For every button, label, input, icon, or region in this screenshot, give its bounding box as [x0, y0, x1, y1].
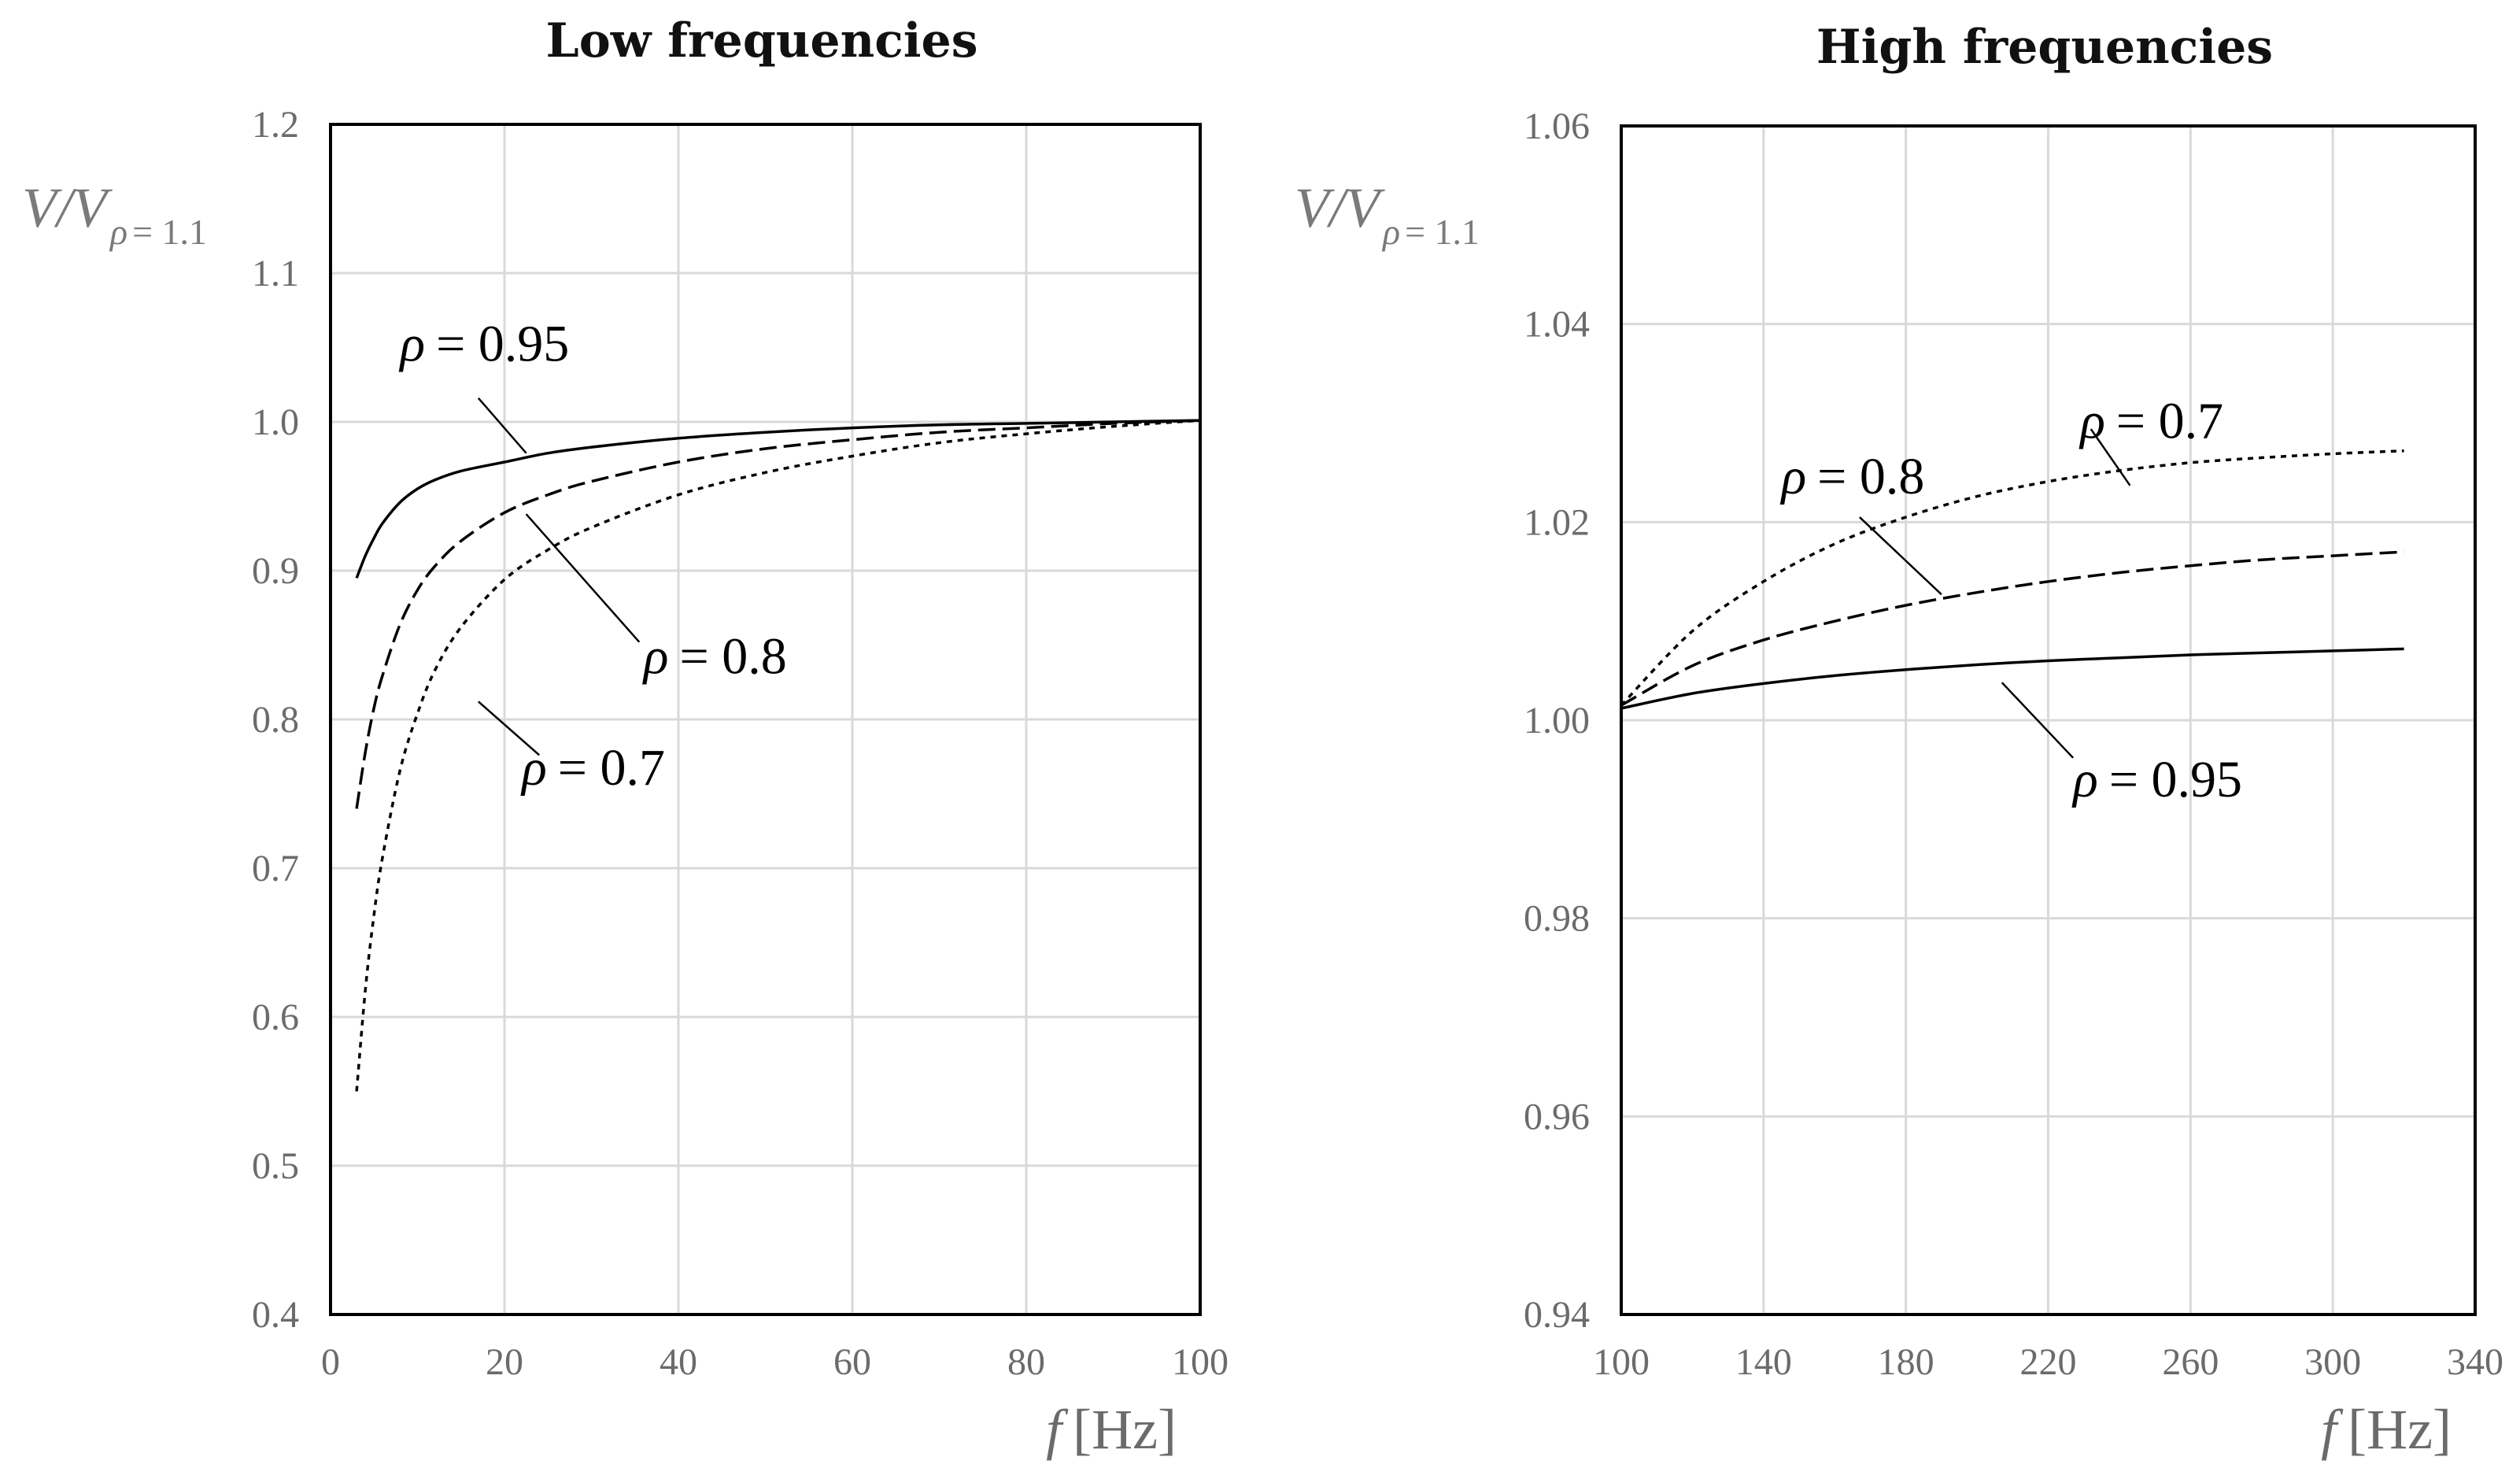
annotation-label: ρ = 0.7 — [2078, 392, 2223, 449]
annotation-leader-line — [525, 513, 641, 643]
y-axis-label: V/Vρ = 1.1 — [22, 176, 207, 252]
annotation-label: ρ = 0.7 — [520, 739, 665, 797]
x-tick-label: 220 — [2020, 1341, 2077, 1383]
x-axis-label-unit: [Hz] — [2348, 1398, 2452, 1461]
series-group — [1620, 449, 2404, 710]
y-axis-label-main: V/V — [22, 176, 113, 239]
y-tick-label: 0.9 — [252, 550, 299, 592]
chart-title: High frequencies — [1816, 20, 2273, 75]
annotation-symbol: ρ — [1779, 448, 1806, 505]
y-tick-label: 0.5 — [252, 1145, 299, 1187]
x-axis-label-symbol: f — [1046, 1398, 1069, 1461]
tick-labels: 0.94 0.96 0.98 1.00 1.02 1.04 1.06 100 140 180 220… — [1524, 105, 2503, 1383]
annotation-label: ρ = 0.95 — [398, 316, 569, 373]
x-tick-label: 100 — [1172, 1341, 1229, 1383]
annotation-symbol: ρ — [520, 739, 547, 797]
x-tick-label: 140 — [1735, 1341, 1792, 1383]
chart-high-frequencies: High frequencies 0.94 0.96 0.98 1.00 1.02 1.0… — [1295, 20, 2503, 1461]
y-tick-label: 0.98 — [1524, 898, 1590, 940]
annotation-value: = 0.95 — [436, 316, 569, 373]
x-tick-label: 180 — [1878, 1341, 1934, 1383]
y-tick-label: 0.94 — [1524, 1294, 1590, 1336]
x-axis-label-unit: [Hz] — [1073, 1398, 1177, 1461]
annotation-symbol: ρ — [2071, 751, 2098, 808]
y-tick-label: 0.4 — [252, 1294, 299, 1336]
y-tick-label: 1.04 — [1524, 304, 1590, 346]
x-axis-label: f [Hz] — [2321, 1398, 2452, 1461]
chart-low-frequencies: Low frequencies 0.4 0.5 0.6 0.7 0.8 0.9 1.0 1.1… — [22, 13, 1229, 1461]
y-axis-label-sub-symbol: ρ — [109, 212, 127, 252]
annotations: ρ = 0.7ρ = 0.8ρ = 0.95 — [1779, 392, 2242, 808]
y-tick-label: 1.1 — [252, 253, 299, 294]
annotation-label: ρ = 0.95 — [2071, 751, 2242, 808]
y-axis-label-main: V/V — [1295, 176, 1385, 239]
annotations: ρ = 0.95ρ = 0.8ρ = 0.7 — [398, 316, 786, 797]
annotation-leader-line — [2001, 682, 2075, 759]
y-tick-label: 0.8 — [252, 699, 299, 741]
x-axis-label: f [Hz] — [1046, 1398, 1177, 1461]
plot-frame — [329, 123, 1202, 1316]
series-line-dotted — [1620, 449, 2404, 707]
series-line-dashed — [1620, 550, 2404, 707]
y-tick-label: 1.02 — [1524, 501, 1590, 543]
series-line-dotted — [355, 419, 1201, 1092]
annotation-symbol: ρ — [2078, 392, 2105, 449]
series-group — [355, 419, 1201, 1092]
y-axis-label-sub-rest: = 1.1 — [1405, 212, 1480, 252]
annotation-leader-line — [478, 701, 541, 756]
series-line-solid — [355, 419, 1201, 579]
annotation-value: = 0.95 — [2109, 751, 2242, 808]
y-tick-label: 1.2 — [252, 104, 299, 146]
y-tick-label: 1.0 — [252, 401, 299, 443]
annotation-symbol: ρ — [398, 316, 425, 373]
annotation-value: = 0.7 — [2116, 392, 2223, 449]
y-tick-label: 1.06 — [1524, 105, 1590, 147]
x-tick-label: 260 — [2162, 1341, 2219, 1383]
y-axis-label-sub-rest: = 1.1 — [132, 212, 207, 252]
annotation-symbol: ρ — [642, 627, 669, 685]
x-tick-label: 20 — [486, 1341, 523, 1383]
annotation-label: ρ = 0.8 — [1779, 448, 1924, 505]
grid — [329, 123, 1202, 1316]
plot-frame — [1620, 124, 2477, 1316]
x-tick-label: 60 — [833, 1341, 871, 1383]
annotation-leader-line — [2090, 428, 2131, 486]
x-tick-label: 100 — [1593, 1341, 1650, 1383]
x-tick-label: 300 — [2304, 1341, 2361, 1383]
x-tick-label: 40 — [660, 1341, 697, 1383]
y-tick-label: 1.00 — [1524, 700, 1590, 741]
tick-labels: 0.4 0.5 0.6 0.7 0.8 0.9 1.0 1.1 1.2 0 20 40 60 80 100 — [252, 104, 1229, 1383]
annotation-label: ρ = 0.8 — [642, 627, 787, 685]
series-line-dashed — [355, 419, 1201, 809]
x-tick-label: 340 — [2447, 1341, 2503, 1383]
y-tick-label: 0.6 — [252, 996, 299, 1038]
y-tick-label: 0.96 — [1524, 1096, 1590, 1137]
grid — [1620, 124, 2477, 1316]
y-axis-label: V/Vρ = 1.1 — [1295, 176, 1480, 252]
x-tick-label: 80 — [1007, 1341, 1045, 1383]
x-tick-label: 0 — [321, 1341, 340, 1383]
series-line-solid — [1620, 647, 2404, 710]
annotation-value: = 0.7 — [558, 739, 665, 797]
annotation-value: = 0.8 — [679, 627, 786, 685]
annotation-leader-line — [477, 397, 527, 454]
chart-title: Low frequencies — [546, 13, 978, 68]
annotation-value: = 0.8 — [1817, 448, 1924, 505]
annotation-leader-line — [1859, 516, 1942, 596]
x-axis-label-symbol: f — [2321, 1398, 2344, 1461]
y-axis-label-sub-symbol: ρ — [1381, 212, 1400, 252]
y-tick-label: 0.7 — [252, 848, 299, 889]
